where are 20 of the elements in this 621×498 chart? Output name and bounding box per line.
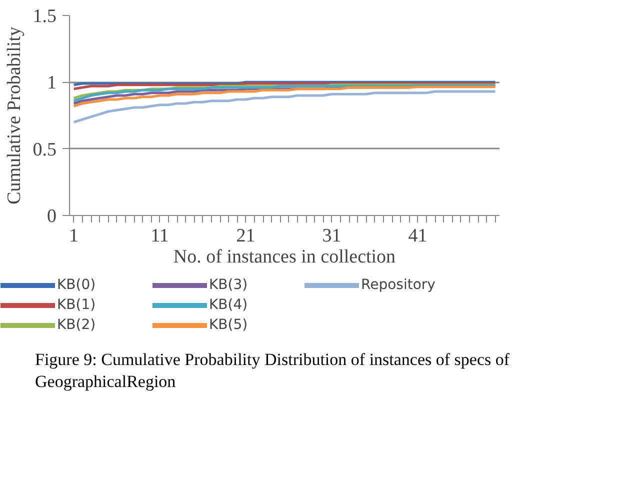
y-tick-label: 0.5 (32, 139, 56, 160)
legend-label: KB(3) (209, 276, 249, 295)
caption: Figure 9: Cumulative Probability Distribution of instances of specs of GeographicalRegion (35, 349, 511, 394)
legend-label: KB(4) (209, 296, 249, 315)
x-tick-label: 41 (408, 226, 428, 246)
x-tick-label: 1 (69, 226, 79, 246)
legend-label: KB(1) (57, 296, 97, 315)
y-axis-title: Cumulative Probability (4, 26, 25, 204)
x-axis-title: No. of instances in collection (173, 246, 396, 268)
x-tick-label: 31 (322, 226, 342, 246)
y-tick-label: 1.5 (32, 6, 56, 27)
line-series (72, 90, 496, 124)
legend-label: KB(5) (209, 316, 249, 335)
x-tick-label: 21 (236, 226, 256, 246)
legend-label: KB(2) (57, 316, 97, 335)
legend-label: KB(0) (57, 276, 97, 295)
x-tick-label: 11 (150, 226, 169, 246)
legend-label: Repository (361, 276, 436, 295)
y-tick-label: 1 (47, 72, 56, 94)
y-tick-label: 0 (47, 206, 56, 227)
